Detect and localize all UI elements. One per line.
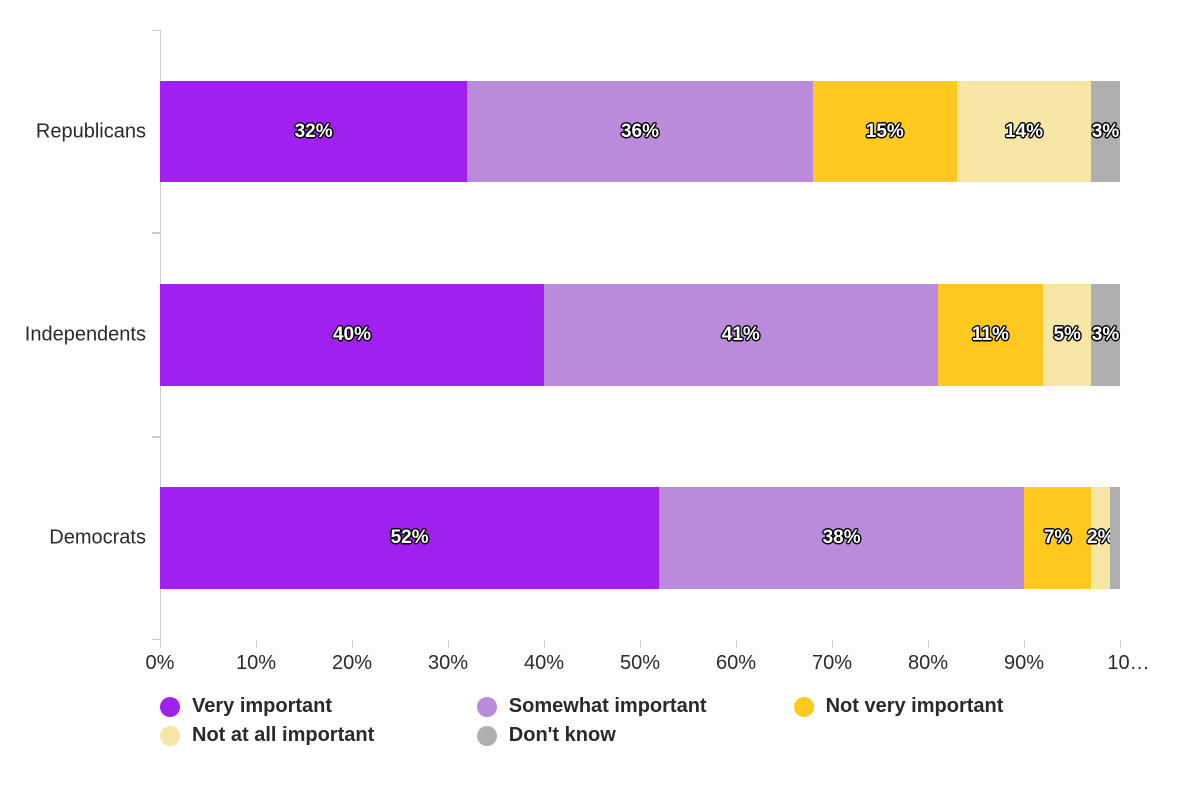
x-tick-label: 40% [524,652,564,675]
x-tick-label: 80% [908,652,948,675]
bar: 52% 38% 7% 2% [160,487,1120,589]
bar-segment-label: 5% [1053,324,1080,346]
bar-segment-label: 15% [866,121,904,143]
x-tick [1120,640,1121,648]
bar-segment: 14% [957,81,1091,183]
x-tick-label: 50% [620,652,660,675]
legend-swatch [794,697,814,717]
y-tick [152,437,160,438]
bar-segment: 36% [467,81,813,183]
x-tick-label: 60% [716,652,756,675]
bar-segment: 3% [1091,284,1120,386]
bar-segment-label: 52% [391,527,429,549]
legend: Very important Somewhat important Not very… [160,695,1120,747]
bar: 32% 36% 15% 14% 3% [160,81,1120,183]
bar-segment-label: 40% [333,324,371,346]
plot-area: Republicans32%36%15%14%3%Independents40%… [160,30,1120,640]
bar-segment: 38% [659,487,1024,589]
legend-label: Not very important [826,695,1004,718]
bar-segment-label: 3% [1092,121,1119,143]
bar-segment-label: 41% [722,324,760,346]
bar-segment [1110,487,1120,589]
legend-label: Not at all important [192,724,374,747]
x-tick-label: 90% [1004,652,1044,675]
legend-item: Don't know [477,724,794,747]
x-tick [256,640,257,648]
bar-segment-label: 32% [295,121,333,143]
x-tick [1024,640,1025,648]
y-tick [152,233,160,234]
x-tick [448,640,449,648]
bar-segment-label: 36% [621,121,659,143]
legend-swatch [477,697,497,717]
chart-row: Republicans32%36%15%14%3% [160,30,1120,233]
x-tick-label: 20% [332,652,372,675]
x-tick [928,640,929,648]
legend-item: Not at all important [160,724,477,747]
legend-item: Somewhat important [477,695,794,718]
bar-segment-label: 7% [1044,527,1071,549]
x-tick-label: 10… [1107,652,1149,675]
bar-segment-label: 11% [972,324,1009,346]
bar-segment: 40% [160,284,544,386]
chart-row: Independents40%41%11%5%3% [160,233,1120,436]
bar-segment-label: 38% [823,527,861,549]
y-tick [152,639,160,640]
bar-segment-label: 14% [1005,121,1043,143]
y-axis-label: Independents [25,323,160,346]
bar-segment: 11% [938,284,1044,386]
bar-segment: 15% [813,81,957,183]
bar-segment-label: 3% [1092,324,1119,346]
y-tick [152,30,160,31]
chart-row: Democrats52%38%7%2% [160,437,1120,640]
legend-label: Very important [192,695,332,718]
stacked-bar-chart: Republicans32%36%15%14%3%Independents40%… [0,0,1200,800]
legend-swatch [160,697,180,717]
legend-label: Don't know [509,724,616,747]
x-tick [352,640,353,648]
legend-label: Somewhat important [509,695,707,718]
bar-segment: 2% [1091,487,1110,589]
bar: 40% 41% 11% 5% 3% [160,284,1120,386]
legend-swatch [477,726,497,746]
legend-swatch [160,726,180,746]
bar-segment: 52% [160,487,659,589]
x-tick [736,640,737,648]
bar-segment: 41% [544,284,938,386]
x-tick-label: 30% [428,652,468,675]
x-tick-label: 0% [146,652,175,675]
bar-segment: 3% [1091,81,1120,183]
x-tick-label: 10% [236,652,276,675]
x-tick [640,640,641,648]
y-axis-label: Republicans [36,120,160,143]
legend-item: Not very important [794,695,1111,718]
x-tick [832,640,833,648]
bar-segment: 32% [160,81,467,183]
bar-segment: 5% [1043,284,1091,386]
x-axis: 0%10%20%30%40%50%60%70%80%90%10… [160,640,1120,680]
x-tick [544,640,545,648]
bar-segment: 7% [1024,487,1091,589]
x-tick [160,640,161,648]
x-tick-label: 70% [812,652,852,675]
legend-item: Very important [160,695,477,718]
y-axis-label: Democrats [49,527,160,550]
